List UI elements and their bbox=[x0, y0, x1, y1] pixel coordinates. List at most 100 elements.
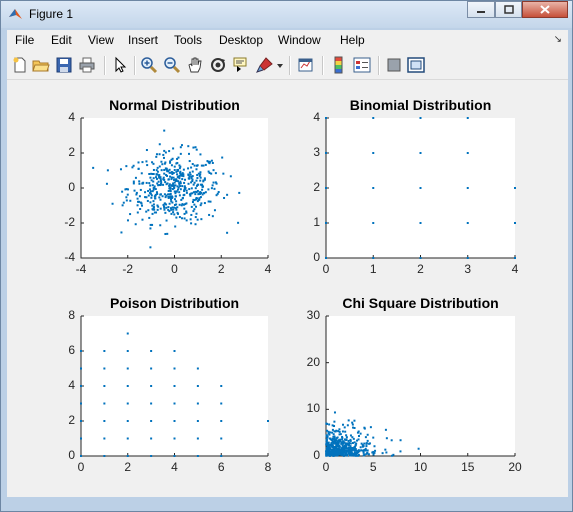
data-point bbox=[385, 437, 388, 440]
data-point bbox=[122, 201, 125, 204]
data-point bbox=[80, 402, 82, 405]
data-point bbox=[338, 452, 341, 455]
menu-edit[interactable]: Edit bbox=[51, 33, 72, 47]
data-point bbox=[238, 191, 241, 194]
data-point bbox=[155, 169, 158, 172]
link-plot-icon[interactable] bbox=[297, 56, 315, 74]
data-point bbox=[133, 189, 136, 192]
menu-window[interactable]: Window bbox=[278, 33, 321, 47]
data-point bbox=[366, 449, 369, 452]
data-point bbox=[199, 179, 202, 182]
data-point bbox=[355, 449, 358, 452]
legend-icon[interactable] bbox=[353, 56, 371, 74]
arrow-select-icon[interactable] bbox=[111, 56, 129, 74]
dock-arrow-icon[interactable]: ↘ bbox=[553, 34, 562, 45]
menu-file[interactable]: File bbox=[15, 33, 35, 47]
close-button[interactable] bbox=[522, 1, 568, 18]
data-point bbox=[198, 192, 201, 195]
data-point bbox=[362, 451, 365, 454]
data-point bbox=[157, 205, 160, 208]
data-point bbox=[208, 162, 211, 165]
data-point bbox=[152, 206, 155, 209]
data-point bbox=[349, 442, 352, 445]
menu-view[interactable]: View bbox=[88, 33, 114, 47]
data-point bbox=[203, 178, 206, 181]
data-point bbox=[160, 160, 163, 163]
data-point bbox=[162, 205, 165, 208]
zoom-out-icon[interactable] bbox=[163, 56, 181, 74]
data-point bbox=[173, 367, 176, 370]
x-tick-label: -2 bbox=[122, 262, 134, 276]
save-icon[interactable] bbox=[55, 56, 73, 74]
data-point bbox=[196, 455, 199, 457]
data-point bbox=[226, 193, 229, 196]
data-point bbox=[175, 216, 178, 219]
data-point bbox=[347, 446, 350, 449]
data-point bbox=[363, 427, 366, 430]
data-point bbox=[189, 194, 192, 197]
data-cursor-icon[interactable] bbox=[232, 56, 250, 74]
data-point bbox=[366, 439, 369, 442]
data-point bbox=[337, 430, 340, 433]
y-tick-label: 8 bbox=[68, 308, 75, 322]
data-point bbox=[352, 447, 355, 450]
menu-desktop[interactable]: Desktop bbox=[219, 33, 264, 47]
data-point bbox=[153, 211, 156, 214]
data-point bbox=[190, 222, 193, 225]
title-bar[interactable]: Figure 1 bbox=[1, 1, 572, 28]
axis-line bbox=[325, 316, 515, 457]
hide-plot-tools-icon[interactable] bbox=[385, 56, 403, 74]
show-plot-tools-icon[interactable] bbox=[407, 56, 425, 74]
data-point bbox=[188, 188, 191, 191]
new-figure-icon[interactable] bbox=[11, 56, 29, 74]
data-point bbox=[366, 433, 369, 436]
data-point bbox=[154, 194, 157, 197]
data-point bbox=[190, 213, 193, 216]
data-point bbox=[126, 332, 129, 335]
data-point bbox=[156, 173, 159, 176]
x-tick-label: 4 bbox=[264, 262, 272, 276]
brush-dropdown-icon[interactable] bbox=[275, 56, 285, 74]
data-point bbox=[326, 436, 329, 439]
data-point bbox=[200, 191, 203, 194]
menu-insert[interactable]: Insert bbox=[128, 33, 159, 47]
data-point bbox=[196, 197, 199, 200]
data-point bbox=[327, 448, 330, 451]
open-file-icon[interactable] bbox=[32, 56, 50, 74]
data-point bbox=[154, 197, 157, 200]
data-point bbox=[155, 176, 158, 179]
data-point bbox=[351, 448, 354, 451]
data-point bbox=[352, 437, 355, 440]
data-point bbox=[325, 439, 328, 442]
brush-icon[interactable] bbox=[256, 56, 274, 74]
data-point bbox=[344, 453, 347, 456]
data-point bbox=[325, 448, 328, 451]
figure-canvas[interactable]: Normal Distribution -4 -2 0 2 4 4 2 0 -2 -4 Binomia… bbox=[7, 80, 568, 497]
data-point bbox=[179, 171, 182, 174]
data-point bbox=[346, 449, 349, 452]
data-point bbox=[150, 350, 153, 352]
zoom-in-icon[interactable] bbox=[140, 56, 158, 74]
menu-tools[interactable]: Tools bbox=[174, 33, 203, 47]
data-point bbox=[200, 218, 203, 221]
data-point bbox=[362, 445, 365, 448]
data-point bbox=[331, 437, 334, 440]
print-icon[interactable] bbox=[78, 56, 96, 74]
data-point bbox=[185, 210, 188, 213]
data-point bbox=[338, 450, 341, 453]
data-point bbox=[342, 440, 345, 443]
data-point bbox=[177, 175, 180, 178]
rotate-3d-icon[interactable] bbox=[209, 56, 227, 74]
colorbar-icon[interactable] bbox=[330, 56, 348, 74]
data-point bbox=[175, 203, 178, 206]
minimize-button[interactable] bbox=[467, 1, 495, 18]
data-point bbox=[150, 455, 153, 457]
maximize-button[interactable] bbox=[495, 1, 522, 18]
data-point bbox=[333, 430, 336, 433]
data-point bbox=[185, 202, 188, 205]
pan-hand-icon[interactable] bbox=[186, 56, 204, 74]
data-point bbox=[132, 180, 135, 183]
menu-help[interactable]: Help bbox=[340, 33, 365, 47]
data-point bbox=[362, 450, 365, 453]
data-point bbox=[164, 233, 167, 236]
